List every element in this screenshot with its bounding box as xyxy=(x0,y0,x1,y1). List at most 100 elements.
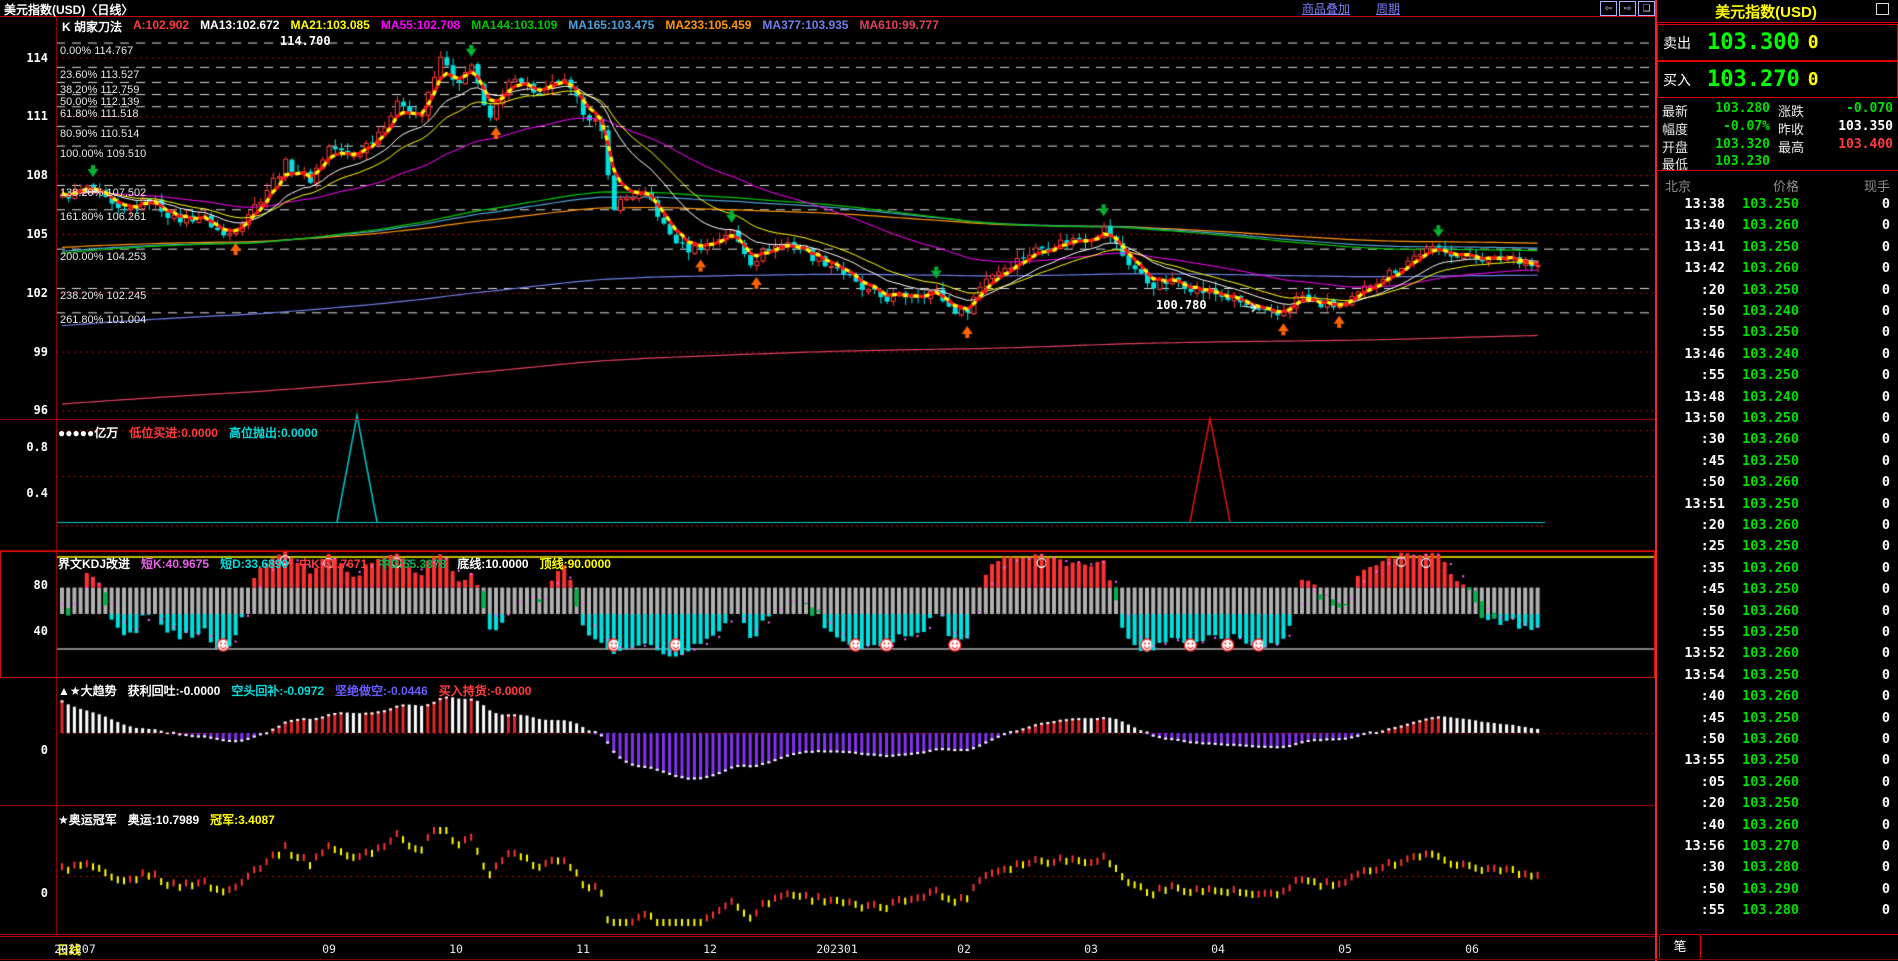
tape-volume: 0 xyxy=(1881,880,1890,897)
tape-row: 13:46 103.240 0 xyxy=(1657,346,1898,367)
indicator-param: 底线:10.0000 xyxy=(457,557,529,571)
stat-label: 开盘 xyxy=(1662,139,1689,155)
month-label: 09 xyxy=(322,942,336,956)
tape-volume: 0 xyxy=(1881,196,1890,212)
tape-price: 103.260 xyxy=(1742,773,1799,790)
tile-window-icon[interactable]: ❏ xyxy=(1638,1,1655,16)
tape-price: 103.290 xyxy=(1742,880,1799,897)
indicator-param: 冠军:3.4087 xyxy=(210,813,275,827)
fib-level-label: 38.20% 112.759 xyxy=(60,83,140,96)
tape-time: 13:55 xyxy=(1684,752,1725,769)
restore-window-icon[interactable] xyxy=(1876,3,1889,15)
fib-level-label: 61.80% 111.518 xyxy=(60,108,139,121)
tape-price: 103.240 xyxy=(1742,303,1799,319)
tape-volume: 0 xyxy=(1881,581,1890,598)
divider xyxy=(1657,22,1898,23)
tape-row: :25 103.250 0 xyxy=(1657,538,1898,559)
tape-volume: 0 xyxy=(1881,260,1890,277)
tape-volume: 0 xyxy=(1881,410,1890,426)
prev-window-icon[interactable]: ⇦ xyxy=(1600,1,1617,16)
tape-volume: 0 xyxy=(1881,367,1890,384)
next-window-icon[interactable]: ⇨ xyxy=(1619,1,1636,16)
fib-level-label: 238.20% 102.245 xyxy=(60,289,147,302)
tape-price: 103.250 xyxy=(1742,666,1799,683)
sell-quote-row[interactable]: 卖出 103.300 0 xyxy=(1657,24,1898,61)
link-period[interactable]: 周期 xyxy=(1375,2,1400,16)
indicator-param: 获利回吐:-0.0000 xyxy=(127,684,221,698)
fib-level-label: 0.00% 114.767 xyxy=(60,44,134,57)
tape-row: :30 103.260 0 xyxy=(1657,431,1898,452)
tape-time: :45 xyxy=(1700,452,1725,469)
month-label: 11 xyxy=(576,942,590,956)
tape-time: :25 xyxy=(1700,538,1725,555)
tape-row: :20 103.250 0 xyxy=(1657,795,1898,816)
window-control-icons: ⇦ ⇨ ❏ xyxy=(1600,1,1655,16)
ma-label: MA233:105.459 xyxy=(665,18,752,32)
tape-volume: 0 xyxy=(1881,688,1890,705)
tape-volume: 0 xyxy=(1881,602,1890,619)
tape-row: :50 103.290 0 xyxy=(1657,881,1898,902)
month-label: 10 xyxy=(449,942,463,956)
tape-row: :35 103.260 0 xyxy=(1657,560,1898,581)
tape-volume: 0 xyxy=(1881,795,1890,812)
ma-label: MA13:102.672 xyxy=(200,18,280,32)
period-label: 日线 xyxy=(57,943,82,957)
tape-time: :20 xyxy=(1700,517,1725,533)
panel-header-daqushi: ▲★大趋势 获利回吐:-0.0000 空头回补:-0.0972 坚绝做空:-0.044… xyxy=(58,682,531,699)
tape-price: 103.250 xyxy=(1742,795,1799,812)
price-annotation: 100.780 xyxy=(1156,298,1207,312)
tape-price: 103.260 xyxy=(1742,602,1799,619)
divider xyxy=(1657,170,1898,171)
stat-value: -0.07% xyxy=(1723,118,1770,134)
tab-tick-detail[interactable]: 笔 xyxy=(1659,934,1701,960)
buy-quote-row[interactable]: 买入 103.270 0 xyxy=(1657,61,1898,98)
indicator-param: 中D:55.3878 xyxy=(378,557,447,571)
sell-volume: 0 xyxy=(1807,32,1819,53)
top-links: 商品叠加 周期 xyxy=(1302,0,1400,17)
indicator-param: 顶线:90.0000 xyxy=(539,557,611,571)
tape-row: :45 103.250 0 xyxy=(1657,581,1898,602)
tape-volume: 0 xyxy=(1881,324,1890,341)
sell-price: 103.300 xyxy=(1707,30,1800,55)
stat-label: 幅度 xyxy=(1662,121,1689,137)
stat-value: 103.400 xyxy=(1838,136,1893,152)
tape-time: 13:41 xyxy=(1684,238,1725,255)
tape-row: :40 103.260 0 xyxy=(1657,817,1898,838)
stat-label: 最高 xyxy=(1778,139,1805,155)
tape-time: 13:52 xyxy=(1684,645,1725,662)
tape-row: :20 103.250 0 xyxy=(1657,282,1898,303)
tape-row: 13:56 103.270 0 xyxy=(1657,838,1898,859)
tape-time: :35 xyxy=(1700,559,1725,576)
chart-canvas[interactable] xyxy=(0,17,1655,935)
indicator-name: ●●●●●亿万 xyxy=(58,426,119,440)
tape-price: 103.260 xyxy=(1742,260,1799,277)
sell-label: 卖出 xyxy=(1663,34,1691,51)
month-label: 05 xyxy=(1338,942,1352,956)
indicator-param: 坚绝做空:-0.0446 xyxy=(335,684,428,698)
tape-row: 13:52 103.260 0 xyxy=(1657,645,1898,666)
indicator-name: ★奥运冠军 xyxy=(58,813,117,827)
tape-row: 13:48 103.240 0 xyxy=(1657,389,1898,410)
panel-header-kdj: 界文KDJ改进 短K:40.9675 短D:33.6890 中K:52.7671 中D:… xyxy=(58,555,611,572)
link-overlay-instrument[interactable]: 商品叠加 xyxy=(1301,2,1350,16)
tape-volume: 0 xyxy=(1881,559,1890,576)
indicator-axis-tick: 80 xyxy=(33,578,48,592)
fib-level-label: 80.90% 110.514 xyxy=(60,127,140,140)
tape-price: 103.250 xyxy=(1742,581,1799,598)
ma-label: A:102.902 xyxy=(133,18,190,32)
tape-volume: 0 xyxy=(1881,859,1890,876)
tape-row: :50 103.260 0 xyxy=(1657,731,1898,752)
window-bottom-edge xyxy=(0,959,1898,960)
price-axis-tick: 114 xyxy=(26,50,48,65)
tape-volume: 0 xyxy=(1881,495,1890,512)
tape-price: 103.250 xyxy=(1742,410,1799,426)
tape-volume: 0 xyxy=(1881,303,1890,319)
stat-label: 最低 xyxy=(1662,157,1689,173)
tape-row: :55 103.280 0 xyxy=(1657,902,1898,923)
month-label: 02 xyxy=(957,942,971,956)
month-label: 12 xyxy=(703,942,717,956)
tape-price: 103.280 xyxy=(1742,859,1799,876)
tape-time: :55 xyxy=(1700,624,1725,640)
tape-time: :50 xyxy=(1700,474,1725,491)
panel-header-aoyun: ★奥运冠军 奥运:10.7989 冠军:3.4087 xyxy=(58,811,275,828)
